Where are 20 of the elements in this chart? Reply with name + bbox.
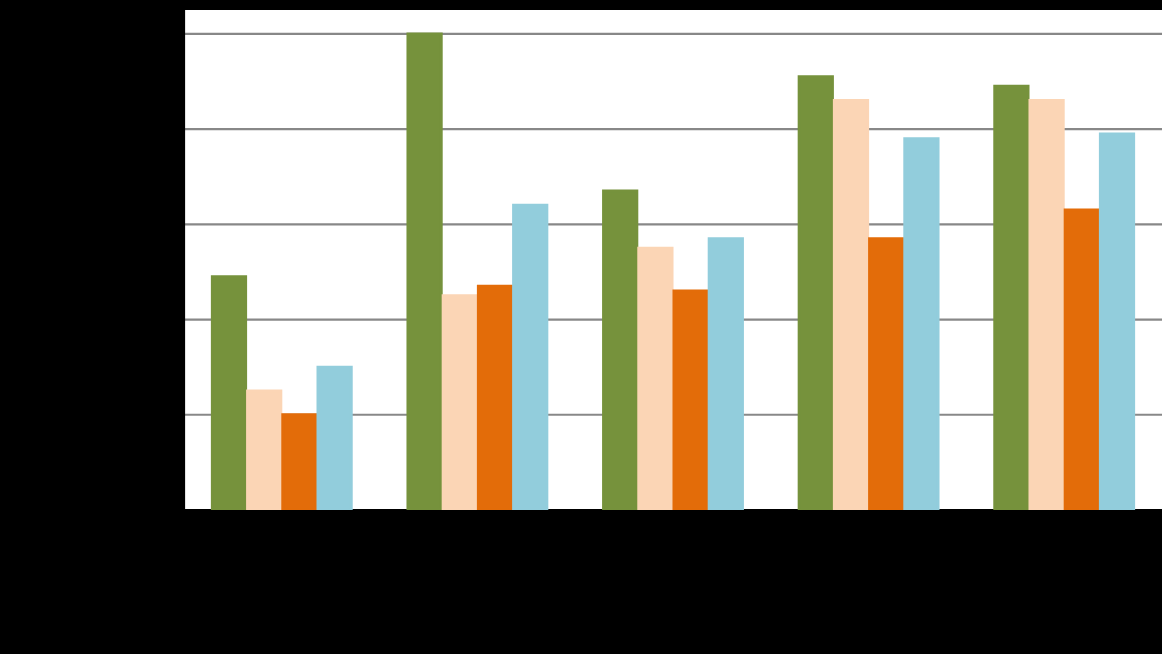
bar [1063, 208, 1100, 510]
bar [637, 246, 674, 510]
bar [868, 237, 905, 510]
bar [246, 389, 283, 510]
bar [281, 413, 318, 510]
bar [832, 99, 870, 510]
bar [602, 189, 639, 510]
bar [797, 75, 834, 510]
bar [512, 203, 549, 510]
bar [707, 237, 744, 510]
bar [406, 32, 443, 510]
bar [476, 284, 514, 510]
bar [672, 289, 709, 510]
bar [210, 275, 248, 510]
bar [316, 365, 353, 510]
bar [993, 84, 1030, 510]
bar [1098, 132, 1136, 510]
bar [1028, 99, 1065, 510]
bar [441, 294, 478, 510]
bar [903, 137, 940, 510]
